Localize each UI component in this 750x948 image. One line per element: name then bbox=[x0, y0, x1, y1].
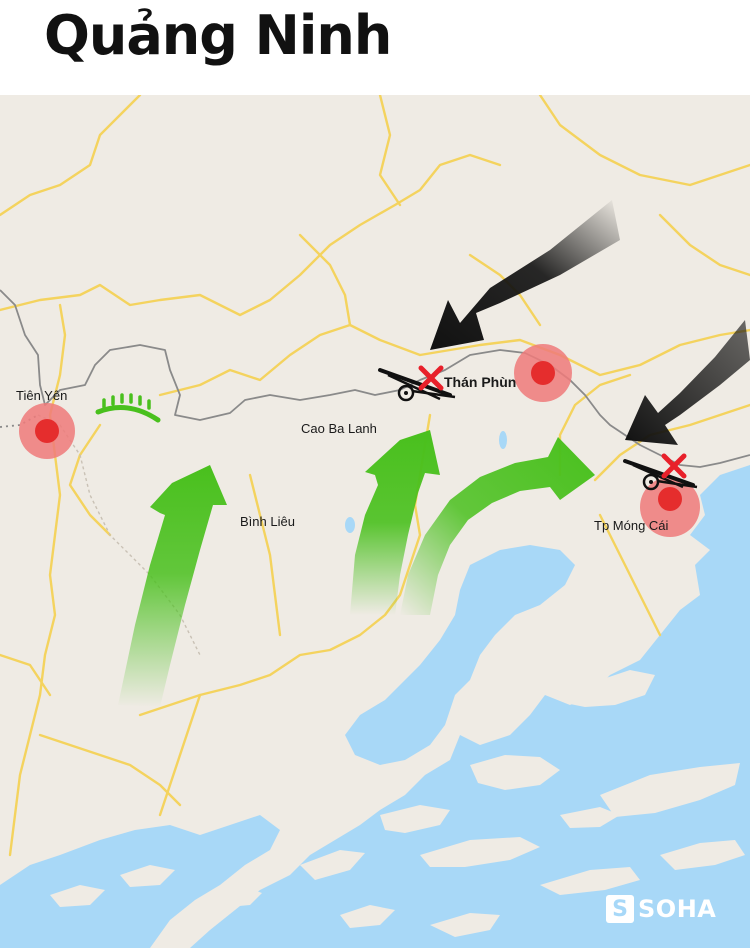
island bbox=[300, 850, 365, 880]
island bbox=[220, 887, 262, 907]
lake bbox=[499, 431, 507, 449]
soha-logo-mark: S bbox=[606, 895, 634, 923]
label-cao-ba-lanh: Cao Ba Lanh bbox=[301, 421, 377, 436]
island bbox=[540, 867, 640, 895]
artillery-icon bbox=[623, 459, 698, 491]
border-dotted-ext bbox=[0, 414, 39, 428]
green-arrow-binh-lieu bbox=[118, 465, 227, 707]
island bbox=[340, 905, 395, 928]
target-circle-icon bbox=[19, 403, 75, 459]
black-arrow-mong-cai bbox=[625, 320, 750, 445]
bay-inlet bbox=[345, 545, 575, 765]
title-bar: Quảng Ninh bbox=[0, 0, 750, 95]
national-border bbox=[0, 289, 750, 468]
island bbox=[50, 885, 105, 907]
label-than-phun: Thán Phùn bbox=[444, 374, 517, 390]
destroyed-x-icon bbox=[418, 365, 444, 391]
island bbox=[560, 670, 655, 707]
island bbox=[420, 837, 540, 867]
target-circle-icon bbox=[640, 477, 700, 537]
target-circle-icon bbox=[514, 344, 572, 402]
defense-arc-icon bbox=[95, 393, 161, 423]
map-title: Quảng Ninh bbox=[44, 4, 392, 67]
artillery-icon bbox=[378, 368, 456, 402]
soha-logo-text: SOHA bbox=[638, 895, 717, 923]
sea bbox=[190, 465, 750, 948]
soha-watermark: S SOHA bbox=[606, 893, 716, 925]
island bbox=[120, 865, 175, 887]
island bbox=[600, 763, 740, 817]
green-arrow-mong-cai bbox=[400, 437, 595, 615]
label-tien-yen: Tiên Yên bbox=[16, 388, 68, 403]
map-area bbox=[0, 95, 750, 948]
green-arrow-cao-ba-lanh bbox=[350, 430, 440, 615]
island bbox=[380, 805, 450, 833]
island bbox=[660, 840, 745, 870]
label-binh-lieu: Bình Liêu bbox=[240, 514, 295, 529]
label-mong-cai: Tp Móng Cái bbox=[594, 518, 669, 533]
lake bbox=[345, 517, 355, 533]
island bbox=[430, 913, 500, 937]
black-arrow-than-phun bbox=[430, 200, 620, 350]
island bbox=[470, 755, 560, 790]
destroyed-x-icon bbox=[661, 453, 687, 479]
map-canvas bbox=[0, 95, 750, 948]
island bbox=[560, 807, 620, 828]
